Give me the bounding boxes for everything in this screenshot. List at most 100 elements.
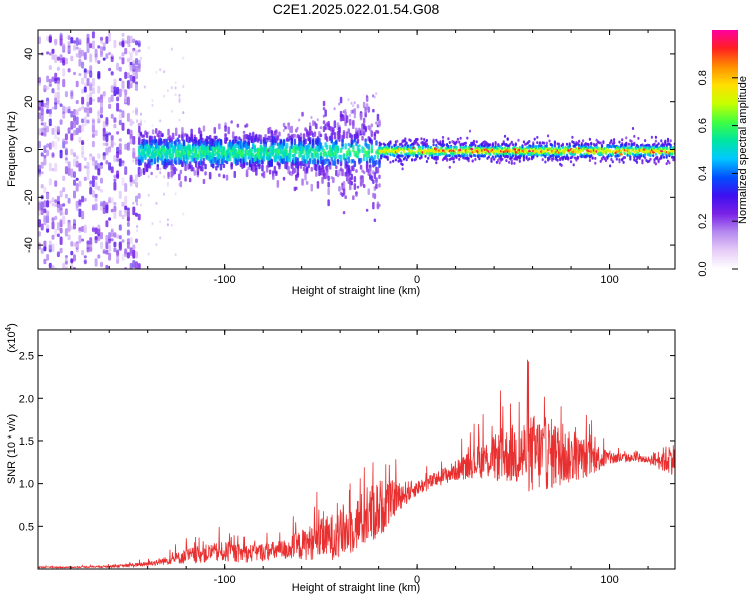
spectrogram-cell (401, 167, 404, 171)
spectrogram-cell (100, 46, 103, 56)
spectrogram-cell (126, 229, 130, 236)
spectrogram-cell (518, 159, 521, 163)
spectrogram-cell (309, 158, 312, 165)
spectrogram-cell (138, 126, 141, 133)
spectrogram-cell (660, 139, 663, 143)
spectrogram-cell (108, 132, 112, 136)
spectrogram-cell (86, 242, 90, 250)
spectrogram-cell (310, 183, 313, 192)
snr-y-multiplier: (x104) (4, 323, 18, 353)
spectrogram-cell (315, 123, 318, 130)
spectrogram-cell (110, 85, 114, 93)
spectrogram-cell (113, 178, 117, 183)
spectrogram-cell (136, 185, 139, 189)
spectrogram-cell (110, 94, 114, 102)
spectrogram-cell (623, 152, 626, 156)
spectrogram-cell (561, 142, 564, 146)
spectrogram-cell (59, 236, 63, 245)
spectrogram-cell (322, 120, 326, 125)
spectrogram-cell (51, 48, 55, 54)
spectrogram-cell (124, 47, 128, 55)
spectrogram-cell (81, 145, 85, 155)
spectrogram-cell (289, 148, 292, 156)
spectrogram-cell (392, 159, 395, 163)
spectrogram-cell (46, 192, 50, 200)
spectrogram-cell (64, 156, 68, 164)
spectrogram-cell (588, 159, 591, 162)
spectrogram-cell (138, 136, 141, 144)
y-tick-label: 20 (23, 96, 35, 108)
spectrogram-cell (94, 181, 98, 190)
spectrogram-cell (359, 164, 363, 170)
spectrogram-cell (43, 154, 47, 159)
spectrogram-cell (135, 58, 138, 66)
spectrogram-cell (139, 168, 143, 177)
spectrogram-cell (574, 152, 577, 156)
spectrogram-cell (448, 165, 451, 169)
spectrogram-cell (316, 160, 320, 164)
spectrogram-cell (483, 154, 486, 158)
spectrogram-cell (62, 138, 66, 143)
spectrogram-cell (151, 103, 154, 107)
spectrogram-cell (83, 52, 87, 60)
spectrogram-cell (116, 250, 120, 257)
spectrogram-cell (155, 243, 158, 247)
spectrogram-cell (478, 157, 481, 161)
spectrogram-cell (182, 85, 185, 88)
spectrogram-cell (113, 154, 117, 163)
spectrogram-cell (467, 159, 470, 163)
spectrogram-cell (113, 210, 117, 219)
spectrogram-cell (637, 145, 640, 149)
spectrogram-cell (113, 142, 117, 146)
spectrogram-cell (86, 174, 90, 181)
spectrogram-cell (425, 160, 428, 163)
spectrogram-cell (40, 152, 44, 157)
spectrogram-cell (118, 242, 122, 251)
y-tick-label: -20 (23, 189, 35, 205)
spectrogram-cell (293, 153, 297, 157)
spectrogram-cell (97, 227, 101, 237)
spectrogram-cell (56, 86, 60, 91)
spectrogram-cell (543, 141, 546, 145)
spectrogram-cell (67, 45, 71, 55)
spectrogram-cell (506, 137, 509, 141)
spectrogram-cell (319, 126, 323, 130)
spectrogram-cell (116, 86, 120, 95)
spectrogram-cell (448, 141, 451, 144)
spectrogram-cell (349, 183, 352, 191)
spectrogram-cell (604, 150, 608, 154)
spectrogram-cell (510, 159, 513, 163)
spectrogram-cell (51, 197, 55, 203)
spectrogram-cell (401, 154, 404, 158)
spectrogram-cell (436, 146, 439, 149)
spectrogram-cell (100, 241, 103, 249)
spectrogram-cell (174, 86, 177, 90)
spectrogram-cell (362, 184, 366, 188)
spectrogram-cell (375, 159, 378, 165)
spectrogram-cell (64, 266, 68, 269)
spectrogram-cell (514, 142, 517, 146)
spectrogram-cell (219, 163, 223, 171)
spectrogram-cell (342, 188, 346, 196)
spectrogram-cell (225, 174, 229, 181)
spectrogram-cell (411, 158, 414, 162)
spectrogram-cell (163, 175, 166, 179)
spectrogram-cell (129, 52, 133, 61)
spectrogram-cell (533, 137, 536, 141)
spectrogram-cell (81, 123, 85, 133)
spectrogram-cell (344, 108, 347, 112)
spectrogram-cell (350, 181, 353, 186)
spectrogram-cell (178, 99, 181, 103)
spectrogram-cell (155, 201, 158, 205)
spectrogram-cell (105, 147, 109, 156)
spectrogram-cell (599, 141, 602, 145)
spectrogram-cell (582, 139, 585, 143)
spectrogram-cell (62, 111, 66, 119)
spectrogram-cell (551, 143, 554, 147)
spectrogram-cell (641, 161, 644, 165)
spectrogram-cell (510, 140, 513, 144)
spectrogram-cell (471, 159, 474, 163)
spectrogram-cell (105, 204, 109, 214)
spectrogram-cell (143, 85, 146, 89)
spectrogram-cell (81, 96, 85, 105)
